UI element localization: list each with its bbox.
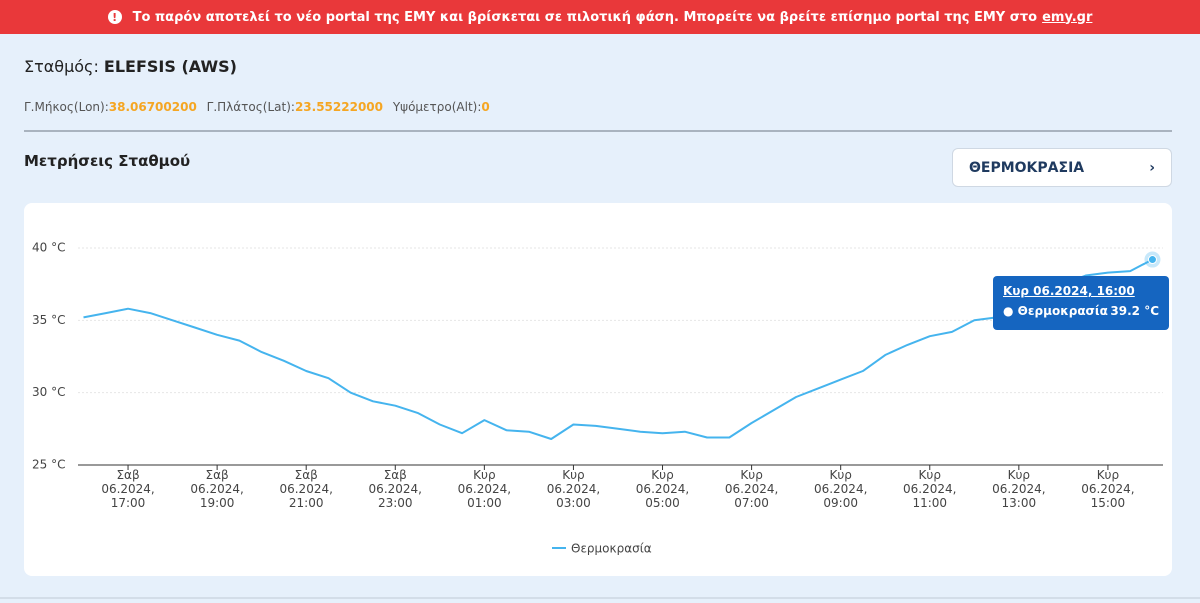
tooltip: Κυρ 06.2024, 16:00 ● Θερμοκρασία 39.2 °C: [993, 276, 1169, 330]
x-tick-label: Κυρ 06.2024, 05:00: [635, 468, 690, 510]
x-tick-label: Σαβ 06.2024, 21:00: [279, 468, 333, 510]
station-info: Γ.Μήκος(Lon):38.06700200 Γ.Πλάτος(Lat):2…: [24, 100, 496, 114]
x-tick-label: Κυρ 06.2024, 01:00: [457, 468, 512, 510]
chevron: ›: [1149, 159, 1155, 176]
tooltip-value: 39.2 °C: [1110, 304, 1159, 318]
banner-link[interactable]: emy.gr: [1042, 9, 1093, 25]
y-tick-label: 35 °C: [32, 313, 65, 327]
dropdown-label: ΘΕΡΜΟΚΡΑΣΙΑ: [969, 159, 1085, 176]
lat-value: 23.55222000: [294, 100, 383, 114]
alert-icon: !: [107, 10, 122, 24]
lon-value: 38.06700200: [108, 100, 197, 114]
x-tick-label: Σαβ 06.2024, 17:00: [101, 468, 155, 510]
x-tick-label: Κυρ 06.2024, 15:00: [1081, 468, 1135, 510]
divider: [24, 130, 1172, 132]
x-tick-label: Κυρ 06.2024, 03:00: [546, 468, 601, 510]
section-title: Μετρήσεις Σταθμού: [24, 152, 191, 170]
lon-label: Γ.Μήκος(Lon):: [24, 100, 109, 114]
y-tick-label: 40 °C: [32, 240, 65, 254]
alt-label: Υψόμετρο(Alt):: [392, 100, 482, 114]
x-tick-label: Κυρ 06.2024, 09:00: [813, 468, 868, 510]
x-tick-label: Κυρ 06.2024, 07:00: [724, 468, 779, 510]
banner: ! Το παρόν αποτελεί το νέο portal της ΕΜ…: [0, 0, 1200, 34]
banner-text: Το παρόν αποτελεί το νέο portal της ΕΜΥ …: [132, 9, 1038, 25]
lat-label: Γ.Πλάτος(Lat):: [206, 100, 295, 114]
station-name: ELEFSIS (AWS): [103, 57, 237, 76]
x-tick-label: Κυρ 06.2024, 11:00: [903, 468, 957, 510]
y-tick-label: 30 °C: [32, 385, 65, 399]
measure-dropdown[interactable]: ΘΕΡΜΟΚΡΑΣΙΑ ›: [952, 148, 1172, 187]
legend-label: Θερμοκρασία: [571, 542, 652, 556]
x-tick-label: Σαβ 06.2024, 23:00: [368, 468, 422, 510]
alt-value: 0: [481, 100, 490, 114]
tooltip-title: Κυρ 06.2024, 16:00: [1003, 284, 1135, 298]
y-tick-label: 25 °C: [32, 458, 65, 472]
tooltip-series-name: Θερμοκρασία: [1017, 304, 1108, 318]
tooltip-series: ● Θερμοκρασία: [1003, 304, 1108, 318]
hover-point: [1147, 255, 1157, 265]
bottom-divider: [0, 597, 1200, 599]
line: [83, 258, 1153, 440]
x-tick-label: Σαβ 06.2024, 19:00: [190, 468, 244, 510]
station-row: Σταθμός: ELEFSIS (AWS): [24, 57, 237, 76]
chart-card: [24, 203, 1172, 576]
station-label: Σταθμός:: [24, 57, 99, 76]
x-tick-label: Κυρ 06.2024, 13:00: [992, 468, 1046, 510]
